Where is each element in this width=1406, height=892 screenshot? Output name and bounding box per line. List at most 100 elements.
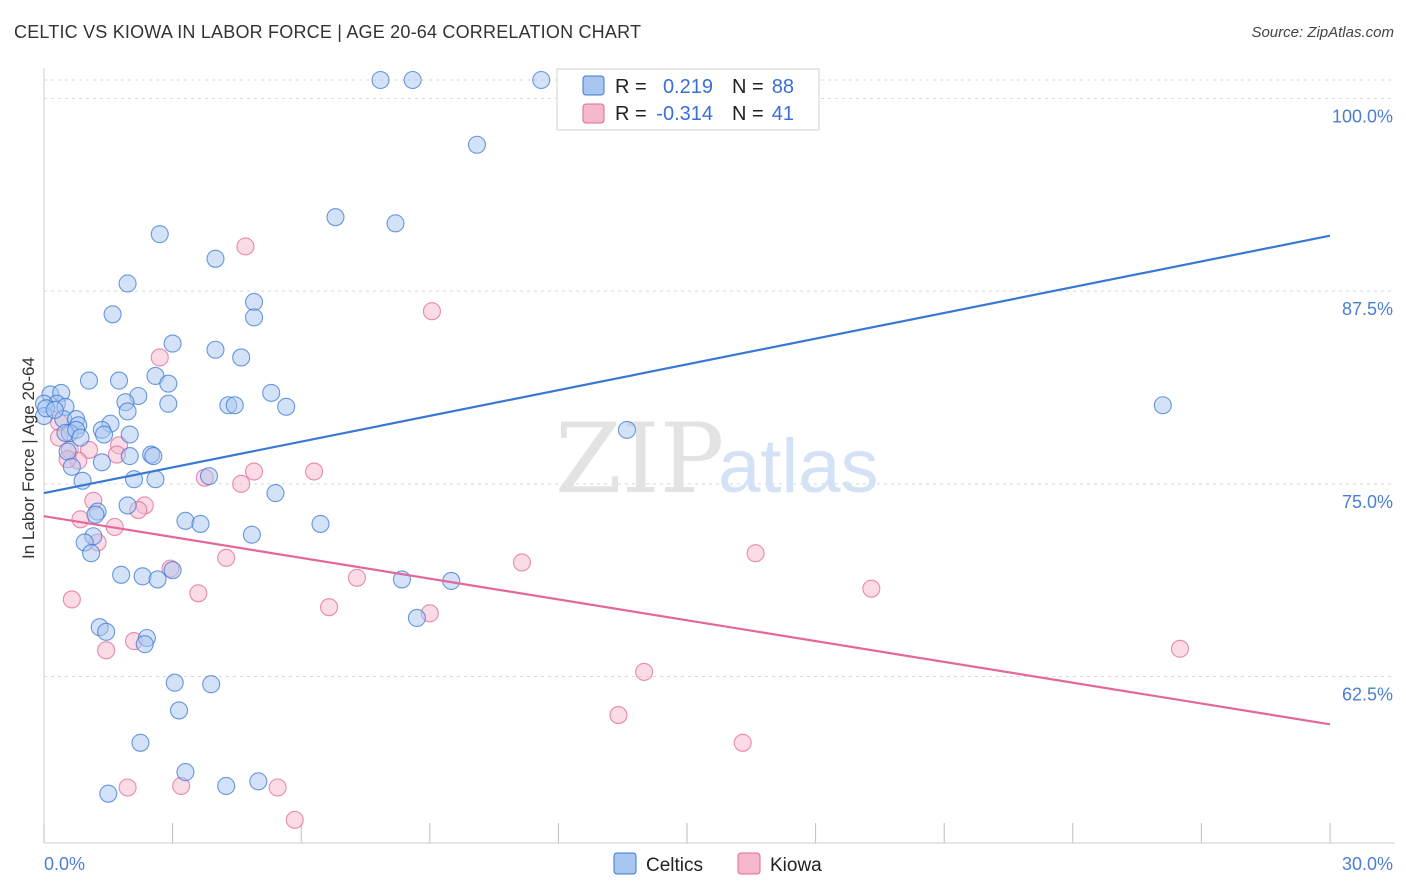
y-tick-label: 62.5% bbox=[1342, 685, 1393, 705]
celtics-point bbox=[148, 570, 167, 589]
celtics-point bbox=[159, 374, 178, 393]
celtics-point bbox=[94, 425, 114, 444]
legend-r-value-kiowa: -0.314 bbox=[656, 103, 713, 125]
celtics-point bbox=[262, 383, 281, 402]
chart-title: CELTIC VS KIOWA IN LABOR FORCE | AGE 20-… bbox=[14, 22, 642, 42]
kiowa-point bbox=[862, 579, 881, 598]
bottom-legend-label-kiowa: Kiowa bbox=[770, 855, 822, 876]
bottom-legend-swatch-kiowa bbox=[737, 852, 761, 875]
legend-n-value-kiowa: 41 bbox=[772, 103, 794, 125]
kiowa-point bbox=[347, 568, 366, 587]
celtics-point bbox=[131, 733, 150, 752]
celtics-point bbox=[163, 561, 182, 580]
celtics-point bbox=[244, 292, 264, 312]
celtics-point bbox=[326, 208, 345, 227]
kiowa-point bbox=[733, 733, 752, 752]
y-tick-label: 87.5% bbox=[1342, 299, 1393, 319]
kiowa-point bbox=[1170, 639, 1190, 658]
x-tick-label: 0.0% bbox=[44, 854, 85, 874]
celtics-point bbox=[1153, 396, 1172, 415]
celtics-point bbox=[532, 70, 551, 90]
y-tick-labels: 100.0% 87.5% 75.0% 62.5% bbox=[1332, 106, 1393, 704]
bottom-legend-swatch-celtics bbox=[613, 852, 637, 875]
legend-r-label-kiowa: R = bbox=[615, 103, 647, 125]
source-label: Source: ZipAtlas.com bbox=[1251, 24, 1394, 41]
celtics-point bbox=[249, 772, 268, 791]
celtics-point bbox=[191, 514, 210, 533]
axes bbox=[43, 68, 1395, 844]
celtics-point bbox=[92, 453, 111, 472]
celtics-point bbox=[99, 784, 118, 803]
celtics-point bbox=[206, 340, 225, 359]
celtics-points bbox=[34, 70, 1172, 803]
celtics-point bbox=[176, 763, 195, 782]
kiowa-point bbox=[71, 510, 90, 529]
celtics-point bbox=[82, 544, 101, 563]
celtics-point bbox=[118, 496, 137, 515]
x-tick-labels: 0.0% 30.0% bbox=[44, 854, 1393, 874]
celtics-point bbox=[403, 70, 422, 90]
kiowa-point bbox=[244, 462, 264, 481]
celtics-point bbox=[45, 400, 64, 419]
celtics-point bbox=[103, 305, 122, 324]
trend-lines bbox=[43, 234, 1331, 726]
kiowa-points bbox=[49, 237, 1190, 829]
celtics-point bbox=[232, 348, 251, 367]
celtics-point bbox=[165, 673, 184, 692]
celtics-point bbox=[311, 514, 330, 533]
x-tick-label: 30.0% bbox=[1342, 854, 1393, 874]
celtics-point bbox=[371, 70, 390, 90]
celtics-point bbox=[112, 565, 131, 584]
kiowa-point bbox=[189, 584, 208, 603]
correlation-legend: R = 0.219 N = 88 R = -0.314 N = 41 bbox=[556, 68, 820, 131]
celtics-point bbox=[62, 457, 81, 476]
celtics-point bbox=[97, 622, 116, 641]
celtics-point bbox=[150, 225, 169, 244]
kiowa-point bbox=[635, 662, 654, 681]
celtics-point bbox=[135, 635, 154, 654]
celtics-point bbox=[266, 484, 285, 503]
celtics-point bbox=[206, 249, 225, 268]
kiowa-trend-line bbox=[43, 515, 1331, 726]
celtics-point bbox=[467, 135, 487, 154]
watermark-zip: ZIP bbox=[555, 403, 724, 515]
celtics-point bbox=[163, 334, 182, 353]
celtics-point bbox=[118, 402, 137, 421]
kiowa-point bbox=[217, 548, 236, 567]
legend-r-label-celtics: R = bbox=[615, 76, 647, 98]
kiowa-point bbox=[118, 778, 137, 797]
celtics-trend-line bbox=[43, 234, 1331, 495]
celtics-point bbox=[277, 397, 296, 416]
celtics-point bbox=[617, 420, 637, 439]
celtics-point bbox=[133, 567, 152, 586]
celtics-point bbox=[120, 447, 139, 466]
legend-swatch-kiowa bbox=[582, 103, 605, 124]
kiowa-point bbox=[422, 302, 441, 321]
y-tick-label: 100.0% bbox=[1332, 106, 1393, 126]
celtics-point bbox=[118, 274, 137, 293]
kiowa-point bbox=[512, 553, 532, 572]
kiowa-point bbox=[746, 544, 765, 563]
y-axis-title: In Labor Force | Age 20-64 bbox=[19, 357, 38, 559]
kiowa-point bbox=[62, 590, 81, 609]
legend-n-label-celtics: N = bbox=[732, 76, 764, 98]
celtics-point bbox=[386, 214, 405, 233]
celtics-point bbox=[199, 467, 219, 486]
legend-swatch-celtics bbox=[582, 75, 605, 96]
kiowa-point bbox=[236, 237, 255, 256]
celtics-point bbox=[217, 776, 236, 796]
celtics-point bbox=[242, 525, 261, 544]
celtics-point bbox=[407, 608, 426, 628]
celtics-point bbox=[109, 371, 129, 390]
bottom-legend-label-celtics: Celtics bbox=[646, 855, 703, 876]
kiowa-point bbox=[97, 641, 116, 660]
celtics-point bbox=[120, 425, 139, 444]
celtics-point bbox=[244, 308, 264, 327]
watermark: ZIP atlas bbox=[555, 403, 879, 515]
legend-n-value-celtics: 88 bbox=[772, 76, 794, 98]
kiowa-point bbox=[79, 440, 99, 459]
celtics-point bbox=[202, 675, 221, 694]
celtics-point bbox=[176, 511, 195, 530]
celtics-point bbox=[225, 396, 244, 415]
